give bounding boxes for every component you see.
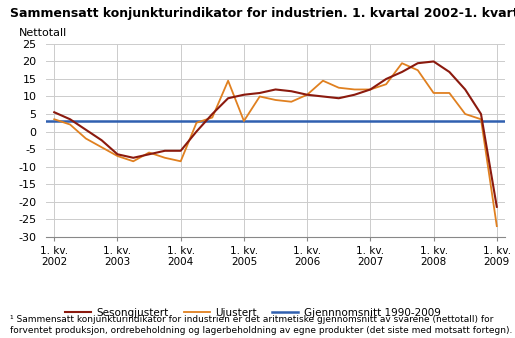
Text: Sammensatt konjunkturindikator for industrien. 1. kvartal 2002-1. kvartal 2009: Sammensatt konjunkturindikator for indus… xyxy=(10,7,515,20)
Text: ¹ Sammensatt konjunkturindikator for industrien er det aritmetiske gjennomsnitt : ¹ Sammensatt konjunkturindikator for ind… xyxy=(10,315,512,335)
Legend: Sesongjustert, Ujustert, Gjennnomsnitt 1990-2009: Sesongjustert, Ujustert, Gjennnomsnitt 1… xyxy=(61,304,444,322)
Y-axis label: Nettotall: Nettotall xyxy=(19,28,67,38)
